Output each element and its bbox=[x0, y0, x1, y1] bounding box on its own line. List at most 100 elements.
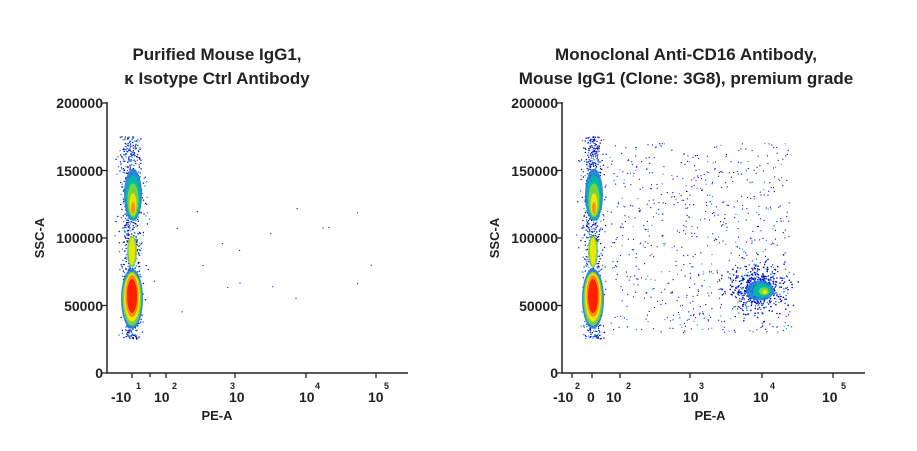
chart-right-event-dot bbox=[749, 280, 752, 282]
chart-right-event-dot bbox=[620, 315, 622, 317]
chart-right-event-dot bbox=[588, 149, 590, 152]
chart-right-event-dot bbox=[704, 218, 706, 220]
chart-right-event-dot bbox=[583, 333, 585, 336]
chart-right-event-dot bbox=[615, 278, 617, 281]
chart-right-event-dot bbox=[756, 302, 758, 305]
chart-right-event-dot bbox=[776, 265, 779, 268]
chart-right-event-dot bbox=[745, 265, 747, 268]
chart-right-event-dot bbox=[649, 187, 652, 190]
chart-right-event-dot bbox=[737, 301, 739, 303]
chart-right-event-dot bbox=[628, 216, 630, 218]
chart-right-event-dot bbox=[716, 272, 718, 274]
chart-left-event-dot bbox=[130, 233, 133, 235]
chart-right-event-dot bbox=[706, 171, 708, 173]
chart-right-event-dot bbox=[700, 252, 702, 254]
chart-right-density-contour bbox=[588, 279, 598, 314]
chart-right-event-dot bbox=[754, 314, 756, 317]
chart-right-event-dot bbox=[632, 226, 634, 228]
chart-right-event-dot bbox=[622, 171, 624, 173]
chart-right-event-dot bbox=[767, 275, 769, 277]
chart-left-event-dot bbox=[122, 148, 124, 151]
chart-right-event-dot bbox=[777, 159, 779, 161]
chart-left-event-dot bbox=[148, 218, 151, 220]
chart-right-event-dot bbox=[790, 326, 793, 328]
chart-right-event-dot bbox=[583, 207, 585, 210]
chart-right-event-dot bbox=[742, 309, 744, 312]
chart-left-event-dot bbox=[129, 142, 132, 145]
chart-right-event-dot bbox=[733, 306, 735, 308]
chart-right-event-dot bbox=[579, 160, 581, 163]
chart-left-ytick: 0 bbox=[95, 365, 103, 381]
chart-right-event-dot bbox=[778, 302, 780, 304]
chart-right-event-dot bbox=[583, 214, 585, 216]
chart-right-event-dot bbox=[612, 242, 614, 244]
chart-right-event-dot bbox=[743, 298, 745, 300]
chart-right-event-dot bbox=[774, 238, 777, 240]
chart-right-event-dot bbox=[758, 268, 760, 271]
chart-left-event-dot bbox=[132, 147, 135, 149]
chart-right-event-dot bbox=[664, 288, 666, 290]
chart-right-event-dot bbox=[590, 226, 592, 228]
chart-right-event-dot bbox=[775, 301, 777, 303]
chart-right-event-dot bbox=[601, 264, 604, 267]
chart-left-event-dot bbox=[132, 328, 134, 331]
chart-right-event-dot bbox=[756, 316, 759, 319]
chart-right-event-dot bbox=[773, 191, 775, 193]
chart-right-event-dot bbox=[703, 313, 705, 315]
chart-left-event-dot bbox=[129, 141, 131, 143]
chart-right-event-dot bbox=[750, 301, 753, 304]
chart-left-event-dot bbox=[140, 211, 142, 214]
chart-left-event-dot bbox=[123, 169, 125, 172]
chart-right-event-dot bbox=[626, 326, 628, 328]
chart-right-event-dot bbox=[593, 221, 595, 223]
chart-right-event-dot bbox=[583, 160, 586, 163]
chart-right-event-dot bbox=[661, 219, 663, 221]
chart-right-event-dot bbox=[782, 282, 785, 285]
chart-right-event-dot bbox=[583, 266, 585, 268]
chart-right-event-dot bbox=[726, 226, 728, 228]
chart-right-event-dot bbox=[631, 161, 633, 163]
chart-right-event-dot bbox=[765, 306, 767, 308]
chart-left-event-dot bbox=[119, 154, 122, 156]
chart-left-event-dot bbox=[370, 264, 372, 266]
chart-right-event-dot bbox=[594, 136, 597, 138]
chart-left-event-dot bbox=[125, 258, 127, 260]
chart-left-event-dot bbox=[135, 334, 137, 337]
chart-right-event-dot bbox=[717, 214, 719, 216]
chart-right-event-dot bbox=[584, 140, 586, 142]
chart-right-event-dot bbox=[738, 280, 741, 283]
chart-right-event-dot bbox=[613, 179, 615, 182]
chart-right-event-dot bbox=[584, 147, 586, 149]
chart-right-event-dot bbox=[711, 183, 713, 185]
chart-right-event-dot bbox=[686, 319, 688, 321]
chart-left-event-dot bbox=[133, 226, 135, 229]
chart-right-event-dot bbox=[743, 258, 745, 260]
chart-right-event-dot bbox=[621, 235, 624, 237]
chart-right-event-dot bbox=[597, 163, 599, 165]
chart-right-event-dot bbox=[594, 334, 597, 337]
chart-left-event-dot bbox=[118, 251, 121, 253]
chart-right-event-dot bbox=[585, 264, 587, 266]
chart-right-event-dot bbox=[755, 264, 757, 266]
chart-left-event-dot bbox=[137, 138, 139, 140]
chart-right-event-dot bbox=[770, 279, 772, 281]
chart-right-event-dot bbox=[753, 169, 755, 171]
chart-right-event-dot bbox=[650, 207, 652, 209]
chart-right-event-dot bbox=[693, 308, 695, 310]
chart-left-event-dot bbox=[145, 203, 148, 205]
chart-right-event-dot bbox=[587, 161, 590, 163]
chart-right-event-dot bbox=[703, 173, 705, 176]
chart-right-event-dot bbox=[782, 185, 784, 187]
chart-right-event-dot bbox=[696, 324, 698, 326]
chart-right-event-dot bbox=[692, 256, 694, 258]
chart-right-event-dot bbox=[707, 194, 709, 196]
chart-right-event-dot bbox=[712, 233, 714, 235]
chart-right-event-dot bbox=[633, 283, 635, 285]
chart-right-event-dot bbox=[689, 194, 691, 196]
chart-right-event-dot bbox=[768, 143, 770, 145]
chart-right-event-dot bbox=[742, 296, 744, 299]
chart-right-event-dot bbox=[648, 235, 650, 237]
chart-right-event-dot bbox=[722, 329, 724, 331]
chart-right-event-dot bbox=[786, 153, 788, 155]
chart-right-event-dot bbox=[783, 288, 785, 290]
